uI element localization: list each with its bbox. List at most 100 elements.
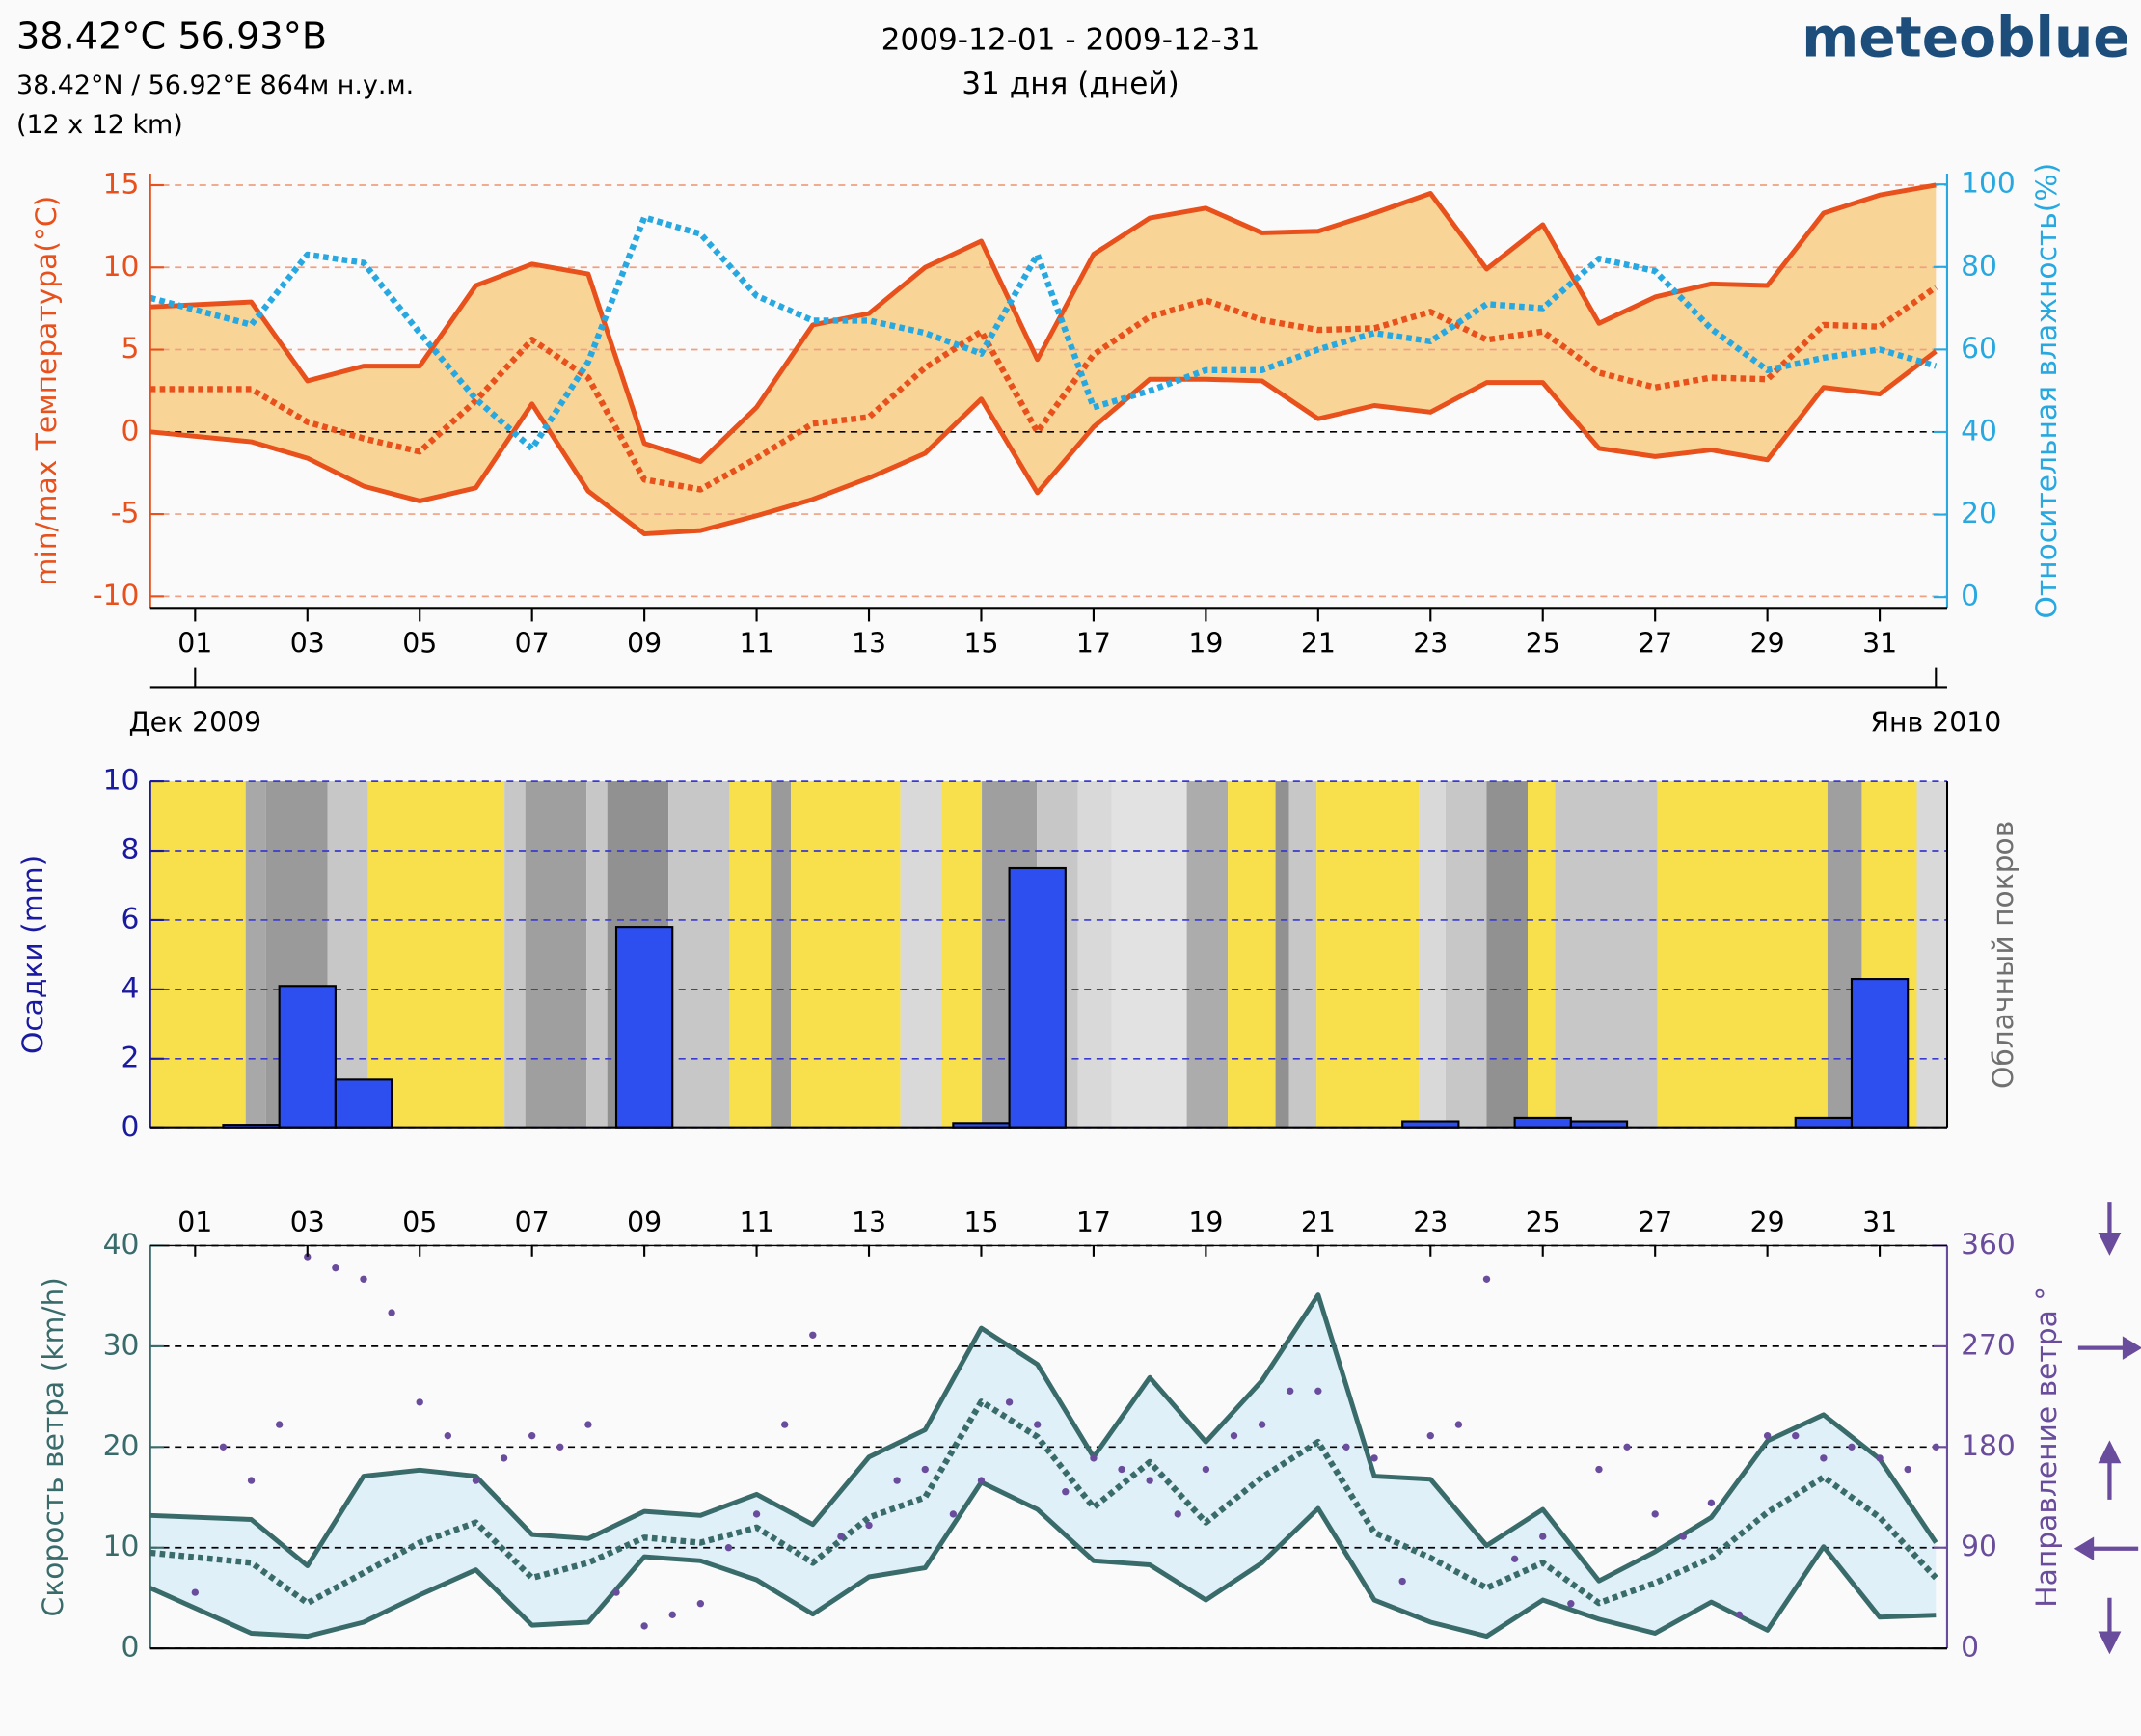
x-tick-label: 11 [740,1207,774,1238]
y-tick-label: 40 [103,1228,140,1261]
direction-point [1763,1432,1772,1440]
x-tick-label: 13 [852,1207,886,1238]
direction-point [528,1432,536,1440]
cloud-cover [525,781,587,1128]
cloud-cover [1077,781,1112,1128]
x-tick-label: 09 [627,628,662,660]
precipitation-bar [1850,978,1910,1129]
month-label: Дек 2009 [129,707,262,739]
x-tick-label: 17 [1076,628,1111,660]
y-tick-label: 10 [103,250,140,284]
direction-point [668,1611,676,1619]
arrow-head [2073,1536,2095,1561]
range-band [149,184,1937,534]
x-tick-label: 01 [177,1207,212,1238]
cloud-cover [1555,781,1658,1128]
y-axis-label: Скорость ветра (km/h) [37,1277,70,1616]
direction-point [1651,1510,1659,1518]
mean-line [149,214,1938,452]
direction-point [865,1521,873,1530]
x-tick-label: 21 [1301,1207,1336,1238]
precipitation-bar [1513,1116,1572,1129]
precipitation-bar [278,985,337,1129]
brand-logo: meteoblue [1802,6,2129,69]
mean-line [149,1398,1938,1607]
direction-point [1904,1465,1911,1474]
direction-point [1679,1533,1687,1540]
cloud-cover [1419,781,1447,1128]
direction-point [1707,1499,1716,1506]
x-tick-label: 31 [1862,628,1897,660]
y-axis-label: min/max Температура(°C) [30,196,64,586]
direction-point [332,1263,339,1272]
precipitation-bar [1794,1116,1854,1129]
direction-point [1370,1454,1378,1462]
y-tick-label: 0 [121,414,139,448]
cloud-cover [245,781,266,1128]
direction-point [724,1544,733,1552]
direction-point [500,1454,508,1462]
y2-tick-label: 90 [1961,1530,1997,1563]
direction-point [1005,1398,1014,1406]
cloud-cover [586,781,608,1128]
y-tick-label: 0 [121,1110,139,1144]
y-tick-label: -10 [93,579,140,612]
direction-point [837,1533,845,1540]
x-tick-label: 19 [1188,1207,1223,1238]
x-tick-label: 25 [1526,1207,1560,1238]
direction-point [416,1398,423,1406]
x-tick-label: 05 [402,628,437,660]
y-tick-label: 8 [121,833,139,867]
precipitation-bar [1008,866,1067,1129]
direction-point [1595,1465,1603,1474]
x-tick-label: 15 [963,1207,998,1238]
x-tick-label: 07 [515,1207,550,1238]
direction-point [1820,1454,1828,1462]
direction-point [1398,1577,1406,1586]
direction-point [1146,1477,1153,1484]
x-tick-label: 07 [515,628,550,660]
cloud-cover [1288,781,1317,1128]
x-tick-label: 01 [177,628,212,660]
direction-point [1287,1387,1294,1395]
month-label: Янв 2010 [1870,707,2001,739]
direction-point [1932,1443,1939,1451]
direction-point [444,1432,452,1440]
direction-point [781,1421,789,1428]
cloud-cover [367,781,505,1128]
arrow-head [2122,1336,2141,1360]
direction-point [1118,1465,1125,1474]
direction-point [388,1309,395,1316]
arrow-head [2098,1440,2122,1464]
y2-axis-label: Облачный покров [1987,821,2020,1089]
x-tick-label: 29 [1750,1207,1785,1238]
direction-point [1567,1600,1575,1608]
y2-tick-label: 0 [1961,1631,1979,1665]
x-tick-label: 31 [1862,1207,1897,1238]
direction-point [556,1443,564,1451]
direction-point [1090,1454,1098,1462]
x-tick-label: 05 [402,1207,437,1238]
y2-axis-label: Направление ветра ° [2030,1287,2064,1608]
direction-point [360,1275,367,1283]
direction-point [1034,1421,1042,1428]
x-tick-label: 23 [1413,628,1448,660]
cloud-cover [1275,781,1289,1128]
y-tick-label: 5 [121,332,139,366]
cloud-cover [900,781,942,1128]
cloud-cover [729,781,772,1128]
location-title: 38.42°C 56.93°B [16,15,327,58]
direction-point [640,1622,648,1630]
x-tick-label: 25 [1526,628,1560,660]
direction-point [921,1465,929,1474]
chart-panel: 0 2 4 6 8 10 Осадки (mm) Облачный покров [16,764,2020,1145]
direction-point [893,1477,901,1484]
direction-point [1342,1443,1350,1451]
days: 31 дня (дней) [962,67,1179,101]
direction-point [809,1331,817,1339]
y-tick-label: 2 [121,1041,139,1074]
line [149,182,1937,464]
range-band [149,1294,1937,1637]
